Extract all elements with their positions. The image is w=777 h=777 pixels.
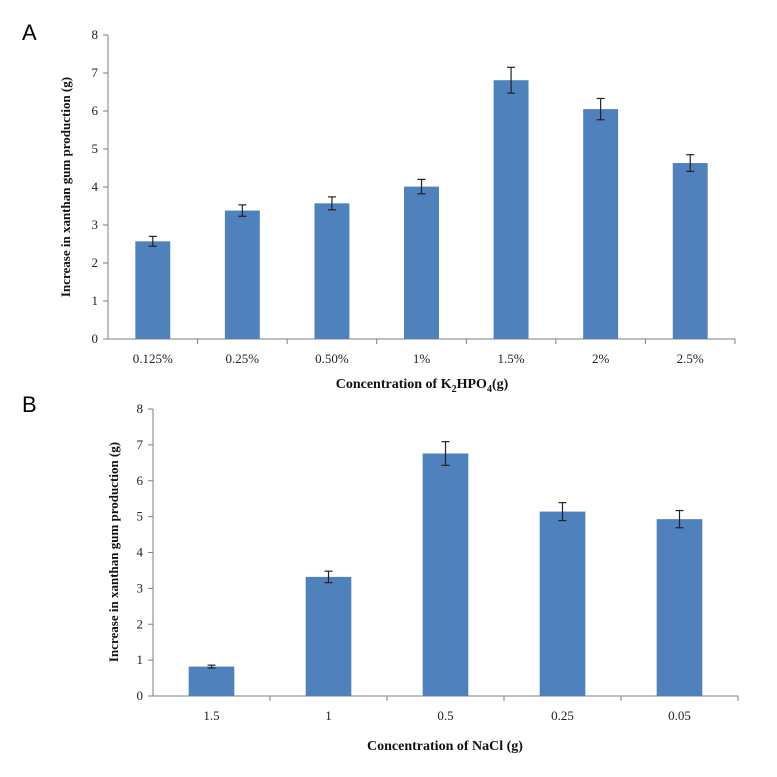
panelB-y-tick-label: 3	[137, 580, 144, 595]
panel-a-x-axis-label: Concentration of K2HPO4(g)	[336, 377, 509, 395]
panelB-y-tick-label: 2	[137, 616, 144, 631]
panelA-y-tick-label: 1	[92, 293, 99, 308]
panelA-bar	[672, 163, 708, 339]
panelB-y-tick-label: 7	[137, 437, 144, 452]
panel-b-y-axis-label: Increase in xanthan gum production (g)	[106, 442, 121, 662]
panelA-x-tick-label: 0.125%	[133, 351, 173, 366]
panel-b-x-axis-label: Concentration of NaCl (g)	[367, 739, 523, 754]
panelA-y-tick-label: 4	[92, 179, 99, 194]
panel-b-bars	[188, 441, 703, 696]
panelB-y-tick-label: 8	[137, 401, 144, 416]
panel-a-letter: A	[22, 20, 37, 45]
panelB-bar	[539, 511, 586, 696]
panelA-x-tick-label: 1%	[413, 351, 431, 366]
panel-a-y-axis-label: Increase in xanthan gum production (g)	[58, 77, 73, 297]
panelA-x-tick-label: 2.5%	[677, 351, 704, 366]
panelB-x-tick-label: 1	[325, 708, 332, 723]
panel-b-y-ticks: 0 1 2 3 4 5 6 7 8	[137, 401, 153, 703]
panelB-x-tick-label: 1.5	[203, 708, 219, 723]
panelB-y-tick-label: 0	[137, 688, 144, 703]
panelA-bar	[493, 80, 529, 339]
panelB-bar	[188, 666, 235, 696]
panel-a-x-ticks: 0.125% 0.25% 0.50% 1% 1.5% 2% 2.5%	[133, 339, 736, 366]
panelB-y-tick-label: 1	[137, 652, 144, 667]
panelA-x-tick-label: 0.50%	[315, 351, 349, 366]
panelA-y-tick-label: 5	[92, 141, 99, 156]
panelA-y-tick-label: 2	[92, 255, 99, 270]
panelA-bar	[224, 210, 260, 339]
panelB-bar	[422, 453, 469, 696]
panelA-y-tick-label: 0	[92, 331, 99, 346]
panelB-bar	[305, 576, 352, 696]
panel-a-bars	[135, 66, 708, 339]
panel-a-y-ticks: 0 1 2 3 4 5 6 7 8	[92, 27, 108, 346]
panelA-bar	[583, 109, 619, 339]
panelB-x-tick-label: 0.05	[668, 708, 691, 723]
panelA-y-tick-label: 3	[92, 217, 99, 232]
panel-b: B Increase in xanthan gum production (g)…	[22, 392, 739, 754]
panelB-y-tick-label: 6	[137, 473, 144, 488]
panelA-bar	[314, 203, 350, 339]
panelB-bar	[656, 519, 703, 696]
panelA-y-tick-label: 8	[92, 27, 99, 42]
panel-b-letter: B	[22, 392, 37, 417]
panelB-y-tick-label: 4	[137, 545, 144, 560]
panelB-x-tick-label: 0.25	[551, 708, 574, 723]
panelA-bar	[135, 241, 171, 339]
panel-b-x-ticks: 1.5 1 0.5 0.25 0.05	[203, 696, 739, 723]
panelB-y-tick-label: 5	[137, 509, 144, 524]
panelA-x-tick-label: 0.25%	[226, 351, 260, 366]
panel-a: A Increase in xanthan gum production (g)…	[22, 20, 736, 395]
panelA-x-tick-label: 2%	[592, 351, 610, 366]
panelA-bar	[404, 186, 439, 339]
panelA-y-tick-label: 7	[92, 65, 99, 80]
panelA-y-tick-label: 6	[92, 103, 99, 118]
panelA-x-tick-label: 1.5%	[498, 351, 525, 366]
panelB-x-tick-label: 0.5	[437, 708, 453, 723]
